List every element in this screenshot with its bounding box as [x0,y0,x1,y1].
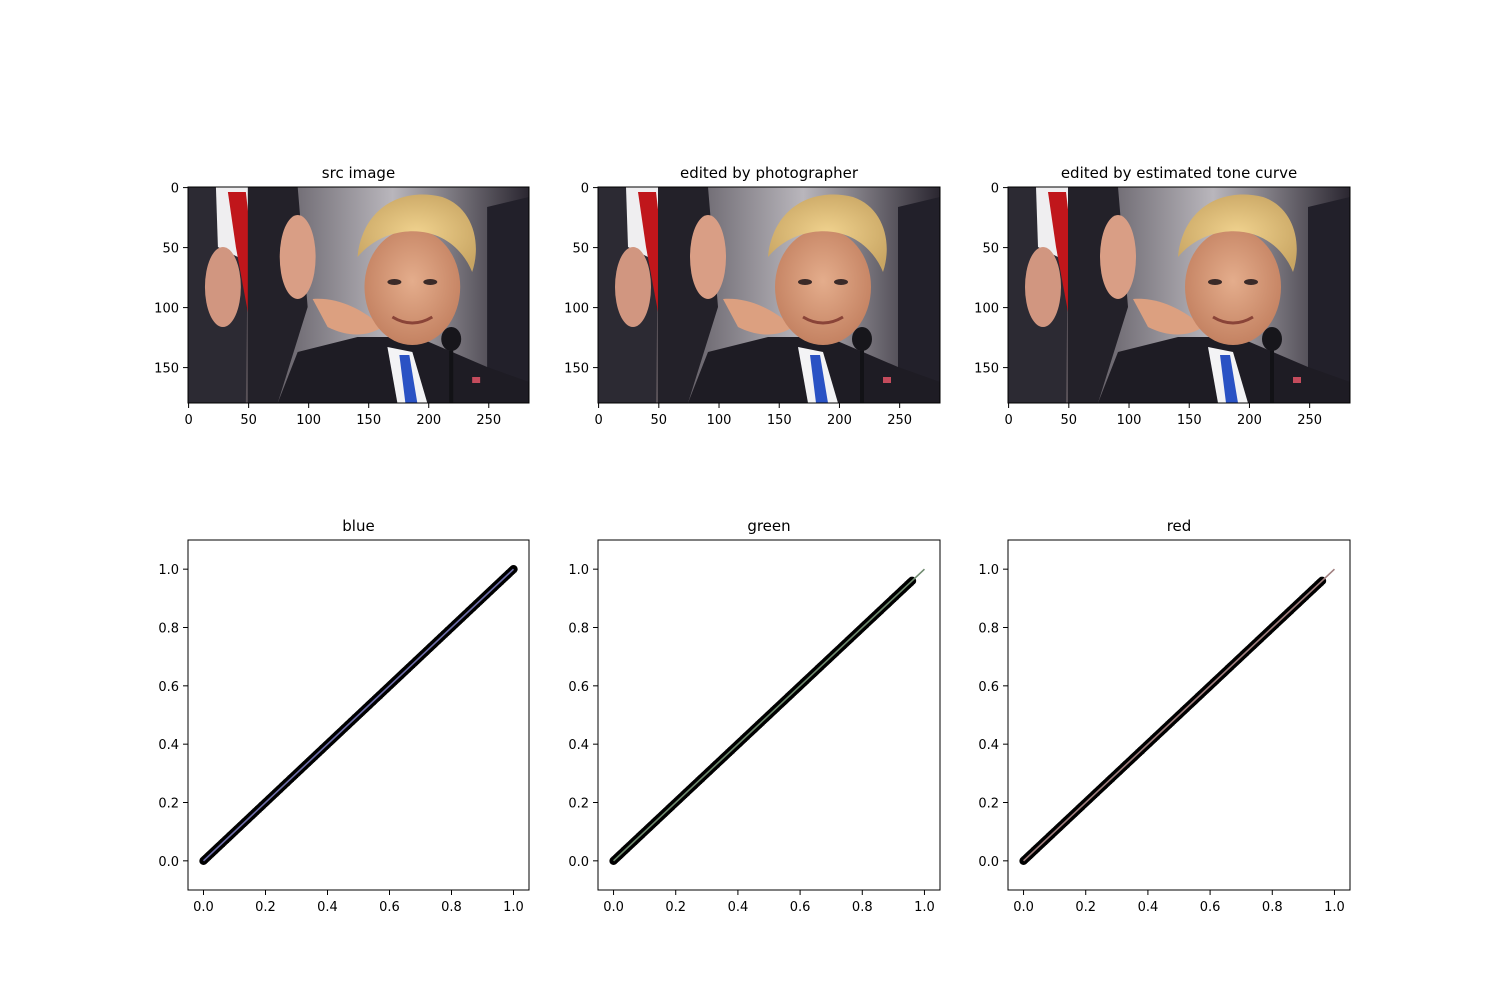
subplot-2: edited by photographer 0 50 100 150 200 250 0 50… [564,164,941,428]
axes-frame [187,186,530,404]
x-tick-label: 0.6 [1200,900,1221,915]
x-tick-label: 0.2 [665,900,686,915]
axes-frame [187,539,530,891]
x-tick-label: 150 [356,413,381,428]
tone-curve-line [1022,568,1336,862]
x-tick-label: 100 [296,413,321,428]
x-tick-label: 150 [1177,413,1202,428]
subplot-title: src image [322,164,395,182]
x-tick-label: 100 [1117,413,1142,428]
x-tick-label: 1.0 [914,900,935,915]
x-tick-label: 100 [707,413,732,428]
subplot-title: red [1167,517,1192,535]
x-tick-label: 250 [1297,413,1322,428]
x-tick-label: 0.8 [441,900,462,915]
y-tick-label: 0.4 [978,738,999,753]
subplot-5: green 0.0 0.2 0.4 0.6 0.8 1.0 0.0 0.2 0.4 0.6 0.8 1.… [568,517,941,915]
x-tick-label: 50 [651,413,668,428]
x-tick-label: 0.0 [1013,900,1034,915]
y-tick-label: 50 [572,242,589,257]
y-tick-label: 0.2 [568,797,589,812]
x-tick-label: 0 [1004,413,1012,428]
x-tick-label: 250 [887,413,912,428]
y-tick-label: 150 [974,362,999,377]
x-tick-label: 0 [594,413,602,428]
x-tick-label: 0.0 [603,900,624,915]
y-tick-label: 0.2 [158,797,179,812]
y-tick-label: 0.8 [568,622,589,637]
x-tick-label: 1.0 [1324,900,1345,915]
axes-frame [1007,539,1351,891]
y-tick-label: 0 [581,182,589,197]
y-tick-label: 0 [171,182,179,197]
x-tick-label: 0.2 [1075,900,1096,915]
y-tick-label: 0.8 [978,622,999,637]
y-tick-label: 0.8 [158,622,179,637]
subplot-title: edited by photographer [680,164,859,182]
y-tick-label: 0.4 [568,738,589,753]
y-tick-label: 1.0 [978,563,999,578]
x-tick-label: 200 [416,413,441,428]
y-tick-label: 100 [974,302,999,317]
x-tick-label: 0.2 [255,900,276,915]
axes-frame [597,539,941,891]
x-tick-label: 200 [1237,413,1262,428]
x-tick-label: 50 [240,413,257,428]
axes-frame [1007,186,1351,404]
subplot-3: edited by estimated tone curve 0 50 100 150 2… [974,164,1351,428]
y-tick-label: 100 [154,302,179,317]
y-tick-label: 0.6 [568,680,589,695]
subplot-4: blue 0.0 0.2 0.4 0.6 0.8 1.0 0.0 0.2 0.4 0.6 0.8 1.0 [158,517,530,915]
y-tick-label: 0.4 [158,738,179,753]
y-tick-label: 1.0 [568,563,589,578]
y-tick-label: 0 [991,182,999,197]
subplot-1: src image 0 50 100 150 200 250 0 50 100 150 [154,164,530,428]
y-tick-label: 150 [564,362,589,377]
x-tick-label: 0.0 [193,900,214,915]
x-tick-label: 0.4 [1138,900,1159,915]
y-tick-label: 0.0 [158,855,179,870]
axes-frame [597,186,941,404]
x-tick-label: 0 [184,413,192,428]
x-tick-label: 0.6 [790,900,811,915]
y-tick-label: 150 [154,362,179,377]
x-tick-label: 0.8 [852,900,873,915]
tone-curve-line [612,568,926,862]
y-tick-label: 0.6 [978,680,999,695]
subplot-6: red 0.0 0.2 0.4 0.6 0.8 1.0 0.0 0.2 0.4 0.6 0.8 1.0 [978,517,1351,915]
photo-image [598,187,940,403]
x-tick-label: 250 [476,413,501,428]
x-tick-label: 0.4 [317,900,338,915]
subplot-title: blue [342,517,374,535]
y-tick-label: 50 [982,242,999,257]
y-tick-label: 0.0 [978,855,999,870]
y-tick-label: 100 [564,302,589,317]
y-tick-label: 50 [162,242,179,257]
y-tick-label: 0.0 [568,855,589,870]
x-tick-label: 1.0 [503,900,524,915]
x-tick-label: 0.8 [1262,900,1283,915]
x-tick-label: 0.4 [728,900,749,915]
tone-curve-line [202,568,515,862]
photo-image [188,187,529,403]
x-tick-label: 200 [827,413,852,428]
photo-image [1008,187,1350,403]
subplot-title: edited by estimated tone curve [1061,164,1297,182]
y-tick-label: 0.2 [978,797,999,812]
x-tick-label: 150 [767,413,792,428]
subplot-title: green [747,517,790,535]
x-tick-label: 0.6 [379,900,400,915]
y-tick-label: 1.0 [158,563,179,578]
y-tick-label: 0.6 [158,680,179,695]
x-tick-label: 50 [1061,413,1078,428]
